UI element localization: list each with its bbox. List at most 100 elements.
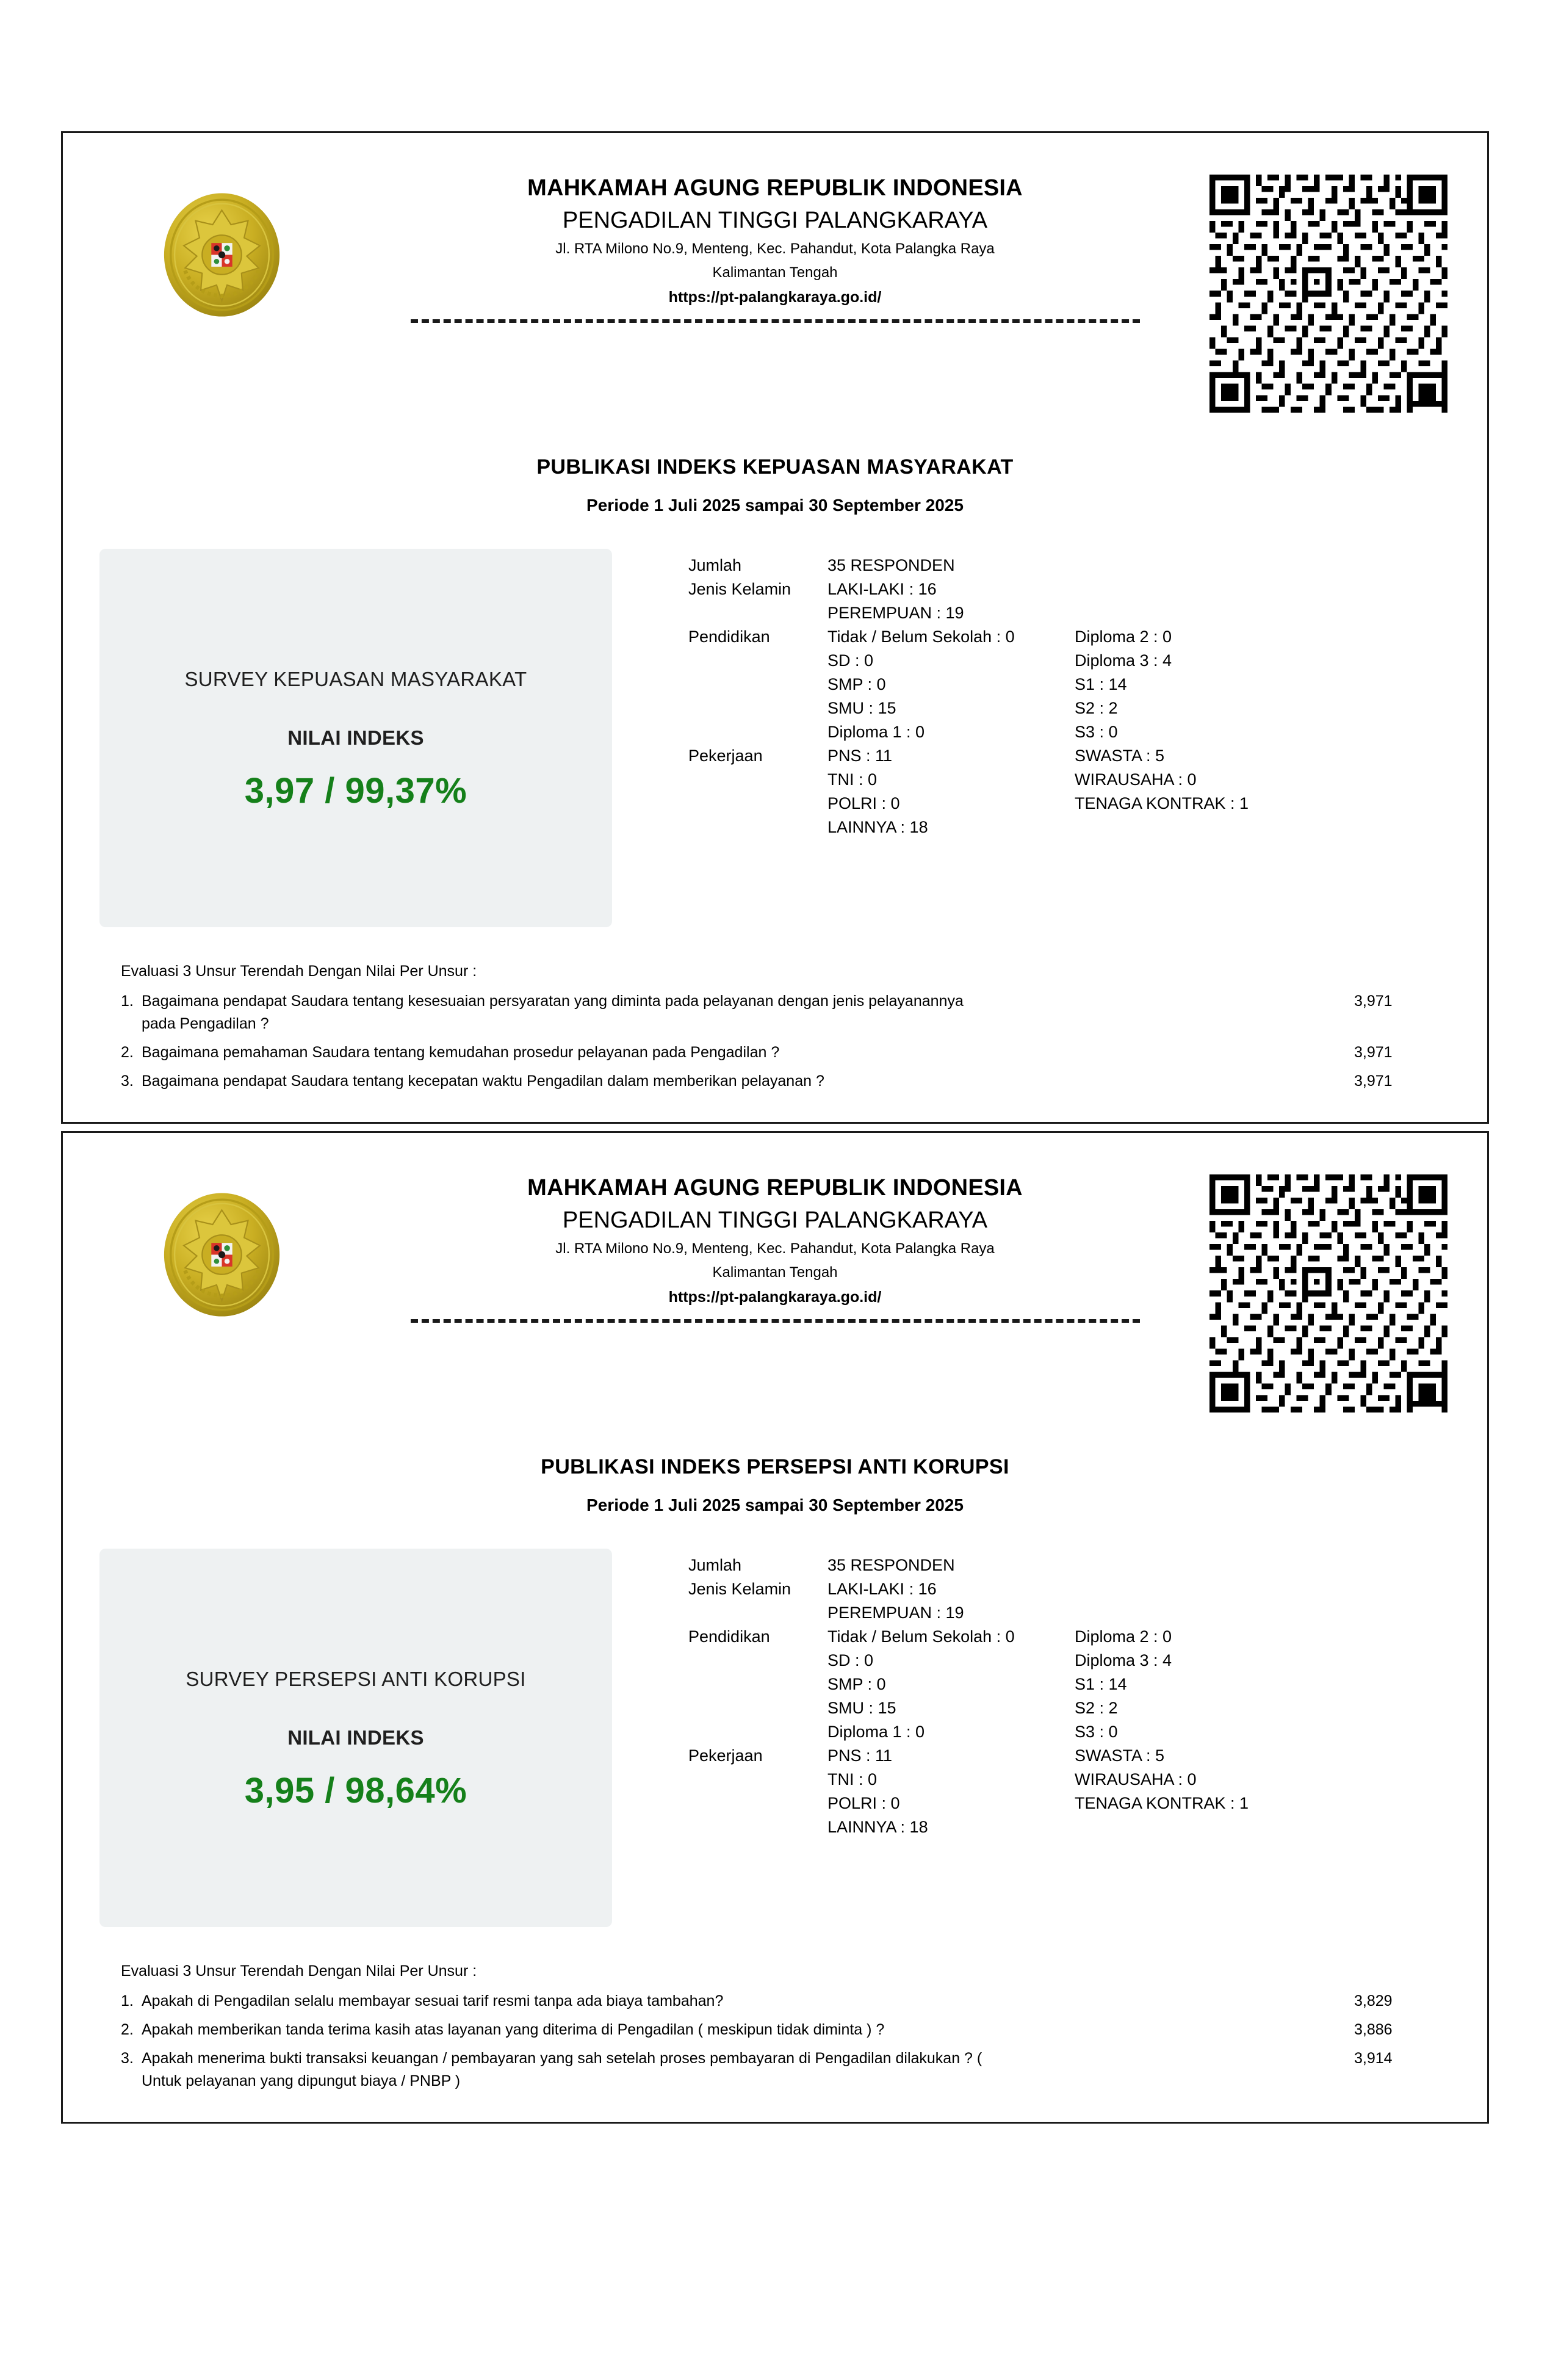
stat-row-education-0: Pendidikan Tidak / Belum Sekolah : 0 Dip…	[688, 1625, 1454, 1649]
evaluation-item-number: 1.	[121, 993, 134, 1010]
evaluation-item: 2. Bagaimana pemahaman Saudara tentang k…	[121, 1041, 1426, 1064]
stat-row-gender-female: PEREMPUAN : 19	[688, 1601, 1454, 1625]
stat-row-education-0: Pendidikan Tidak / Belum Sekolah : 0 Dip…	[688, 625, 1454, 649]
stat-row-job-1: TNI : 0 WIRAUSAHA : 0	[688, 1768, 1454, 1792]
stat-key-job: Pekerjaan	[688, 1746, 763, 1765]
index-score-box: SURVEY PERSEPSI ANTI KORUPSI NILAI INDEK…	[99, 1549, 612, 1927]
summary-row: SURVEY KEPUASAN MASYARAKAT NILAI INDEKS …	[63, 549, 1487, 927]
job-left-0: PNS : 11	[827, 1746, 893, 1765]
logo-container	[99, 1151, 344, 1320]
publication-title: PUBLIKASI INDEKS KEPUASAN MASYARAKAT	[536, 455, 1014, 479]
header-divider	[410, 319, 1140, 324]
education-right-1: Diploma 3 : 4	[1075, 651, 1172, 670]
publication-card-anti-korupsi: MAHKAMAH AGUNG REPUBLIK INDONESIA PENGAD…	[61, 1131, 1489, 2124]
stat-row-jumlah: Jumlah 35 RESPONDEN	[688, 554, 1454, 577]
evaluation-item-text: Apakah menerima bukti transaksi keuangan…	[142, 2050, 982, 2067]
job-right-0: SWASTA : 5	[1075, 1746, 1165, 1765]
education-right-2: S1 : 14	[1075, 675, 1127, 693]
org-name-line2: PENGADILAN TINGGI PALANGKARAYA	[562, 1207, 988, 1234]
qr-container	[1206, 151, 1451, 413]
evaluation-item-number: 1.	[121, 1992, 134, 2009]
evaluation-item-number: 2.	[121, 1044, 134, 1061]
survey-name-label: SURVEY KEPUASAN MASYARAKAT	[184, 667, 527, 690]
evaluation-item-text: Apakah di Pengadilan selalu membayar ses…	[142, 1992, 724, 2009]
education-right-3: S2 : 2	[1075, 1699, 1118, 1717]
summary-row: SURVEY PERSEPSI ANTI KORUPSI NILAI INDEK…	[63, 1549, 1487, 1927]
index-score-value: 3,97 / 99,37%	[244, 771, 467, 811]
stat-row-job-2: POLRI : 0 TENAGA KONTRAK : 1	[688, 1792, 1454, 1815]
evaluation-item-text: Bagaimana pemahaman Saudara tentang kemu…	[142, 1044, 780, 1061]
stat-key-gender: Jenis Kelamin	[688, 580, 791, 598]
evaluation-item-text: Bagaimana pendapat Saudara tentang keses…	[142, 993, 964, 1010]
stat-value-female: PEREMPUAN : 19	[827, 604, 964, 622]
org-name-line1: MAHKAMAH AGUNG REPUBLIK INDONESIA	[527, 1175, 1023, 1201]
qr-code-icon	[1209, 175, 1447, 413]
evaluation-item-number: 3.	[121, 1072, 134, 1090]
qr-container	[1206, 1151, 1451, 1412]
education-right-4: S3 : 0	[1075, 723, 1118, 741]
evaluation-item-number: 3.	[121, 2050, 134, 2067]
stat-row-gender-female: PEREMPUAN : 19	[688, 601, 1454, 625]
education-left-0: Tidak / Belum Sekolah : 0	[827, 628, 1015, 646]
job-right-1: WIRAUSAHA : 0	[1075, 1770, 1197, 1789]
publication-card-kepuasan: MAHKAMAH AGUNG REPUBLIK INDONESIA PENGAD…	[61, 131, 1489, 1124]
stat-row-gender-male: Jenis Kelamin LAKI-LAKI : 16	[688, 577, 1454, 601]
stat-row-gender-male: Jenis Kelamin LAKI-LAKI : 16	[688, 1577, 1454, 1601]
education-left-2: SMP : 0	[827, 1675, 886, 1693]
org-address-line2: Kalimantan Tengah	[712, 264, 838, 281]
evaluation-item: 3. Bagaimana pendapat Saudara tentang ke…	[121, 1070, 1426, 1093]
education-right-0: Diploma 2 : 0	[1075, 1627, 1172, 1646]
stat-value-jumlah: 35 RESPONDEN	[827, 1556, 955, 1574]
stat-key-job: Pekerjaan	[688, 747, 763, 765]
evaluation-item-text: Bagaimana pendapat Saudara tentang kecep…	[142, 1072, 824, 1090]
org-name-line1: MAHKAMAH AGUNG REPUBLIK INDONESIA	[527, 175, 1023, 201]
mahkamah-agung-emblem-icon	[156, 189, 287, 320]
qr-code-icon	[1209, 1174, 1447, 1412]
evaluation-item: 1. Apakah di Pengadilan selalu membayar …	[121, 1990, 1426, 2013]
stat-row-jumlah: Jumlah 35 RESPONDEN	[688, 1554, 1454, 1577]
education-right-0: Diploma 2 : 0	[1075, 628, 1172, 646]
job-right-2: TENAGA KONTRAK : 1	[1075, 794, 1249, 812]
job-right-0: SWASTA : 5	[1075, 747, 1165, 765]
stat-value-male: LAKI-LAKI : 16	[827, 580, 937, 598]
evaluation-item-continuation: Untuk pelayanan yang dipungut biaya / PN…	[142, 2072, 461, 2089]
stat-key-education: Pendidikan	[688, 628, 770, 646]
education-left-3: SMU : 15	[827, 1699, 896, 1717]
stat-value-jumlah: 35 RESPONDEN	[827, 556, 955, 574]
stat-value-male: LAKI-LAKI : 16	[827, 1580, 937, 1598]
survey-name-label: SURVEY PERSEPSI ANTI KORUPSI	[186, 1667, 526, 1690]
evaluation-item-score: 3,971	[1354, 1072, 1393, 1090]
header-divider	[410, 1319, 1140, 1323]
job-right-1: WIRAUSAHA : 0	[1075, 770, 1197, 789]
stat-value-female: PEREMPUAN : 19	[827, 1604, 964, 1622]
respondent-statistics: Jumlah 35 RESPONDEN Jenis Kelamin LAKI-L…	[612, 549, 1454, 839]
education-right-2: S1 : 14	[1075, 1675, 1127, 1693]
evaluation-section: Evaluasi 3 Unsur Terendah Dengan Nilai P…	[63, 963, 1487, 1122]
org-website-url: https://pt-palangkaraya.go.id/	[668, 289, 882, 306]
evaluation-item-score: 3,886	[1354, 2021, 1393, 2038]
education-left-0: Tidak / Belum Sekolah : 0	[827, 1627, 1015, 1646]
stat-row-education-1: SD : 0 Diploma 3 : 4	[688, 649, 1454, 673]
job-left-2: POLRI : 0	[827, 1794, 900, 1812]
education-right-4: S3 : 0	[1075, 1723, 1118, 1741]
evaluation-section: Evaluasi 3 Unsur Terendah Dengan Nilai P…	[63, 1962, 1487, 2122]
stat-key-gender: Jenis Kelamin	[688, 1580, 791, 1598]
education-left-2: SMP : 0	[827, 675, 886, 693]
evaluation-item-score: 3,914	[1354, 2050, 1393, 2067]
stat-row-job-2: POLRI : 0 TENAGA KONTRAK : 1	[688, 792, 1454, 816]
index-sub-label: NILAI INDEKS	[287, 1726, 424, 1749]
evaluation-item-text: Apakah memberikan tanda terima kasih ata…	[142, 2021, 885, 2038]
org-address-line1: Jl. RTA Milono No.9, Menteng, Kec. Pahan…	[555, 241, 995, 258]
org-address-line1: Jl. RTA Milono No.9, Menteng, Kec. Pahan…	[555, 1240, 995, 1257]
education-left-1: SD : 0	[827, 651, 874, 670]
education-left-1: SD : 0	[827, 1651, 874, 1669]
letterhead: MAHKAMAH AGUNG REPUBLIK INDONESIA PENGAD…	[63, 1133, 1487, 1412]
letterhead-text: MAHKAMAH AGUNG REPUBLIK INDONESIA PENGAD…	[344, 151, 1206, 324]
org-name-line2: PENGADILAN TINGGI PALANGKARAYA	[562, 208, 988, 234]
job-left-3: LAINNYA : 18	[827, 818, 928, 836]
stat-row-education-2: SMP : 0 S1 : 14	[688, 673, 1454, 696]
index-score-box: SURVEY KEPUASAN MASYARAKAT NILAI INDEKS …	[99, 549, 612, 927]
evaluation-item: 2. Apakah memberikan tanda terima kasih …	[121, 2019, 1426, 2041]
index-sub-label: NILAI INDEKS	[287, 726, 424, 750]
